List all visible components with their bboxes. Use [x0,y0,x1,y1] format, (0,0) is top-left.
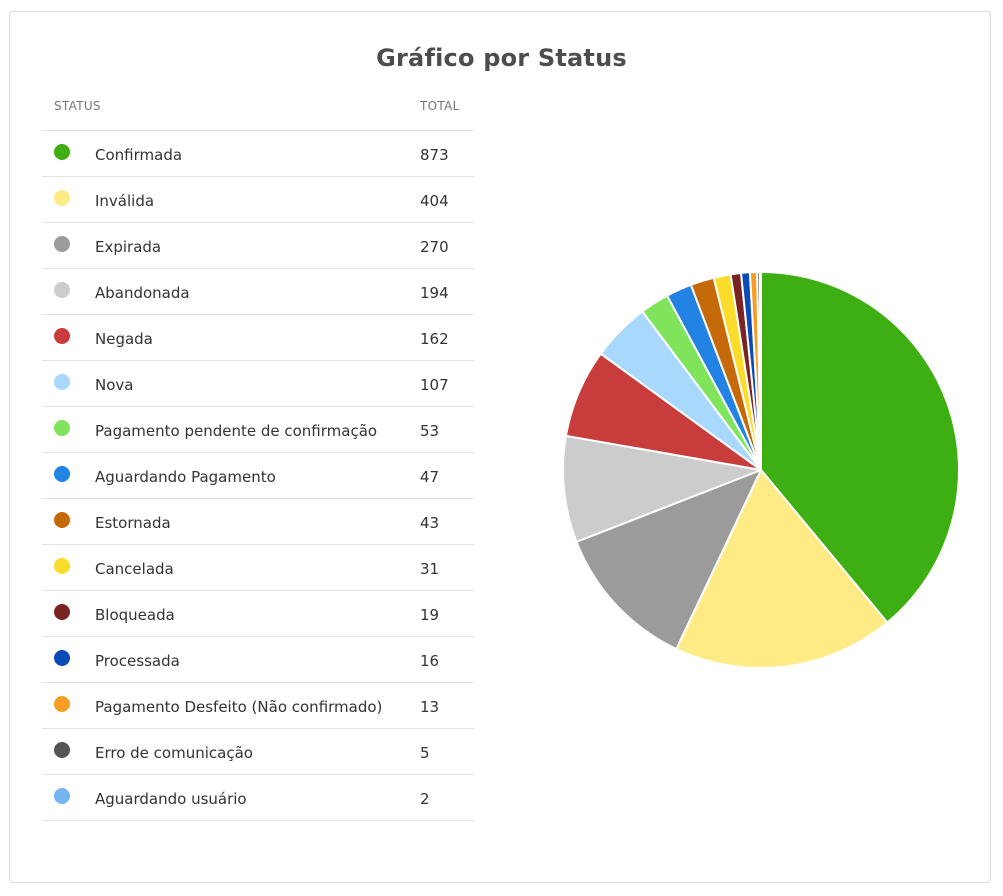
legend-color-swatch [54,420,70,436]
pie-slice-aguardando-usuario [758,271,762,471]
legend-color-swatch [54,144,70,160]
status-total: 194 [420,284,449,302]
status-label: Expirada [95,238,162,256]
table-row: Erro de comunicação 5 [42,729,474,775]
status-total: 873 [420,146,449,164]
status-total: 270 [420,238,449,256]
total-column-header: TOTAL [420,99,460,113]
status-label: Negada [95,330,153,348]
table-row: Aguardando usuário 2 [42,775,474,821]
status-column-header: STATUS [54,99,101,113]
pie-slice-expirada [575,469,762,650]
status-total: 2 [420,790,430,808]
status-total: 162 [420,330,449,348]
table-row: Abandonada 194 [42,269,474,315]
status-label: Inválida [95,192,155,210]
table-row: Pagamento pendente de confirmação 53 [42,407,474,453]
status-total: 16 [420,652,440,670]
table-row: Bloqueada 19 [42,591,474,637]
status-total: 404 [420,192,449,210]
status-total: 107 [420,376,449,394]
legend-color-swatch [54,742,70,758]
status-total: 5 [420,744,430,762]
chart-title: Gráfico por Status [376,44,627,72]
legend-color-swatch [54,696,70,712]
status-total: 47 [420,468,440,486]
table-row: Nova 107 [42,361,474,407]
table-row: Aguardando Pagamento 47 [42,453,474,499]
status-label: Nova [95,376,134,394]
legend-color-swatch [54,604,70,620]
status-total: 43 [420,514,440,532]
table-row: Expirada 270 [42,223,474,269]
legend-color-swatch [54,190,70,206]
legend-color-swatch [54,374,70,390]
table-body: Confirmada 873 Inválida 404 Expirada 270 Aband… [42,131,474,821]
status-total: 19 [420,606,440,624]
table-row: Processada 16 [42,637,474,683]
table-row: Estornada 43 [42,499,474,545]
table-row: Pagamento Desfeito (Não confirmado) 13 [42,683,474,729]
status-label: Abandonada [95,284,190,302]
table-row: Inválida 404 [42,177,474,223]
table-row: Cancelada 31 [42,545,474,591]
status-total: 53 [420,422,440,440]
legend-color-swatch [54,236,70,252]
legend-color-swatch [54,512,70,528]
pie-chart [562,271,960,669]
pie-slice-confirmada [760,271,960,624]
legend-color-swatch [54,650,70,666]
status-label: Aguardando usuário [95,790,247,808]
table-row: Confirmada 873 [42,131,474,177]
status-total: 13 [420,698,440,716]
legend-color-swatch [54,328,70,344]
pie-slice-invalida [675,469,889,669]
status-label: Confirmada [95,146,183,164]
table-row: Negada 162 [42,315,474,361]
status-label: Estornada [95,514,171,532]
status-table: STATUS TOTAL Confirmada 873 Inválida 404 Exp… [42,86,474,821]
legend-color-swatch [54,558,70,574]
legend-color-swatch [54,466,70,482]
status-label: Bloqueada [95,606,175,624]
status-total: 31 [420,560,440,578]
status-label: Erro de comunicação [95,744,253,762]
legend-color-swatch [54,282,70,298]
status-label: Cancelada [95,560,174,578]
table-header: STATUS TOTAL [42,86,474,131]
status-label: Aguardando Pagamento [95,468,276,486]
status-label: Pagamento pendente de confirmação [95,422,378,440]
status-label: Processada [95,652,180,670]
legend-color-swatch [54,788,70,804]
status-label: Pagamento Desfeito (Não confirmado) [95,698,383,716]
